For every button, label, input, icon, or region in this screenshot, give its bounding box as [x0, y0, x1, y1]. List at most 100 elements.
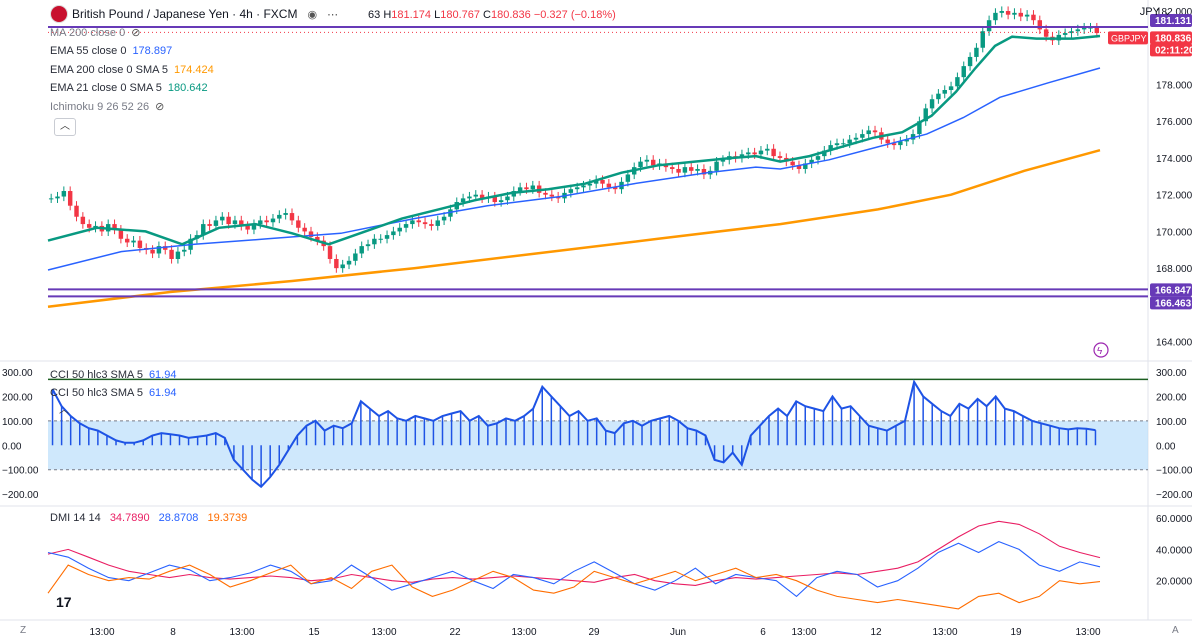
corner-label-left[interactable]: Z: [20, 625, 27, 636]
legend-ichimoku[interactable]: Ichimoku 9 26 52 26 ⊘: [50, 101, 165, 113]
candle-body: [156, 246, 162, 254]
legend-ema55[interactable]: EMA 55 close 0 178.897: [50, 45, 173, 57]
candle-body: [55, 196, 60, 199]
symbol-tag-bg: [1108, 31, 1148, 45]
price-tick-label: 168.000: [1156, 264, 1192, 275]
price-tick-label: 164.000: [1156, 338, 1192, 349]
eye-off-icon: ⊘: [131, 27, 141, 39]
price-tick-label: 172.000: [1156, 191, 1192, 202]
legend-cci-1[interactable]: CCI 50 hlc3 SMA 5 61.94: [50, 369, 177, 381]
candle-body: [302, 227, 307, 232]
candle-body: [961, 66, 966, 78]
candle-body: [473, 194, 478, 197]
candle-body: [245, 225, 250, 230]
candle-body: [251, 224, 257, 230]
candle-body: [771, 148, 776, 157]
dmi-plus-line: [47, 540, 1101, 598]
legend-ema200[interactable]: EMA 200 close 0 SMA 5 174.424: [50, 64, 214, 76]
close-value: 180.836: [491, 9, 531, 21]
price-label-166463-bg: [1150, 296, 1192, 310]
candle-body: [967, 56, 973, 67]
candle-body: [638, 161, 643, 168]
candle-body: [917, 121, 922, 135]
candle-body: [429, 224, 434, 226]
ema55-line: [47, 67, 1101, 271]
candle-body: [258, 220, 263, 225]
change-value: −0.327 (−0.18%): [533, 9, 616, 21]
time-tick-label: 19: [1010, 627, 1022, 638]
price-tick-label: 170.000: [1156, 227, 1192, 238]
candle-body: [828, 145, 833, 151]
more-icon[interactable]: ⋯: [327, 8, 339, 21]
candle-body: [308, 231, 314, 237]
candle-body: [885, 139, 890, 144]
candle-body: [898, 141, 903, 146]
candle-body: [175, 251, 181, 259]
ohlc-readout: 63 H181.174 L180.767 C180.836 −0.327 (−0…: [368, 9, 616, 21]
candle-body: [384, 235, 390, 239]
candle-body: [410, 220, 415, 225]
candle-body: [581, 185, 586, 188]
candle-body: [93, 225, 98, 228]
candle-body: [201, 224, 206, 236]
candle-body: [1031, 14, 1036, 21]
candle-body: [929, 99, 935, 109]
candle-body: [378, 238, 383, 240]
candle-body: [765, 148, 770, 151]
candle-body: [296, 220, 301, 228]
candle-body: [498, 200, 504, 203]
collapse-cci-button[interactable]: ︿: [59, 405, 69, 416]
candle-body: [422, 222, 428, 225]
candle-body: [264, 220, 269, 223]
cci-tick-left: −200.00: [2, 490, 39, 501]
time-tick-label: 8: [170, 627, 176, 638]
candle-body: [860, 134, 865, 138]
candle-body: [467, 196, 472, 199]
candle-body: [568, 189, 574, 193]
candle-body: [334, 258, 339, 269]
cci-tick-left: 200.00: [2, 392, 33, 403]
time-tick-label: 13:00: [89, 627, 114, 638]
candle-body: [67, 191, 73, 206]
cci-tick-right: 300.00: [1156, 368, 1187, 379]
eye-icon[interactable]: ◉: [307, 8, 318, 21]
candle-body: [689, 167, 694, 171]
symbol-header[interactable]: British Pound / Japanese Yen · 4h · FXCM…: [50, 5, 338, 23]
candle-body: [999, 11, 1004, 13]
legend-dmi[interactable]: DMI 14 14 34.7890 28.8708 19.3739: [50, 512, 248, 524]
ema21-line: [47, 34, 1101, 246]
candle-body: [993, 12, 998, 21]
candle-body: [448, 209, 453, 217]
candle-body: [479, 194, 485, 199]
candle-body: [822, 150, 827, 157]
candle-body: [923, 108, 928, 122]
symbol-tag: GBPJPY: [1111, 33, 1147, 43]
price-label-181131-bg: [1150, 13, 1192, 27]
candle-body: [150, 249, 155, 254]
candle-body: [441, 216, 447, 221]
candle-body: [796, 165, 802, 169]
candle-body: [48, 198, 54, 200]
legend-cci-2[interactable]: CCI 50 hlc3 SMA 5 61.94: [50, 387, 177, 399]
candle-body: [492, 196, 498, 203]
price-tick-label: 174.000: [1156, 154, 1192, 165]
cci-tick-right: −100.00: [1156, 466, 1192, 477]
candle-body: [891, 143, 897, 146]
cci-line: [51, 379, 1096, 489]
currency-selector[interactable]: JPY ⌄: [1139, 6, 1172, 18]
candle-body: [974, 47, 979, 57]
candle-body: [1024, 14, 1030, 17]
legend-ema21[interactable]: EMA 21 close 0 SMA 5 180.642: [50, 82, 208, 94]
candle-body: [283, 213, 288, 215]
price-label-181131: 181.131: [1155, 16, 1192, 27]
candle-body: [841, 143, 846, 145]
candle-body: [365, 244, 371, 247]
legend-ma200[interactable]: MA 200 close 0 ⊘: [50, 27, 141, 39]
candle-body: [815, 156, 821, 160]
candle-body: [986, 20, 992, 32]
candle-body: [777, 156, 783, 158]
corner-label-right[interactable]: A: [1172, 625, 1179, 636]
collapse-legend-button[interactable]: ︿: [54, 118, 76, 136]
candle-body: [746, 152, 751, 155]
